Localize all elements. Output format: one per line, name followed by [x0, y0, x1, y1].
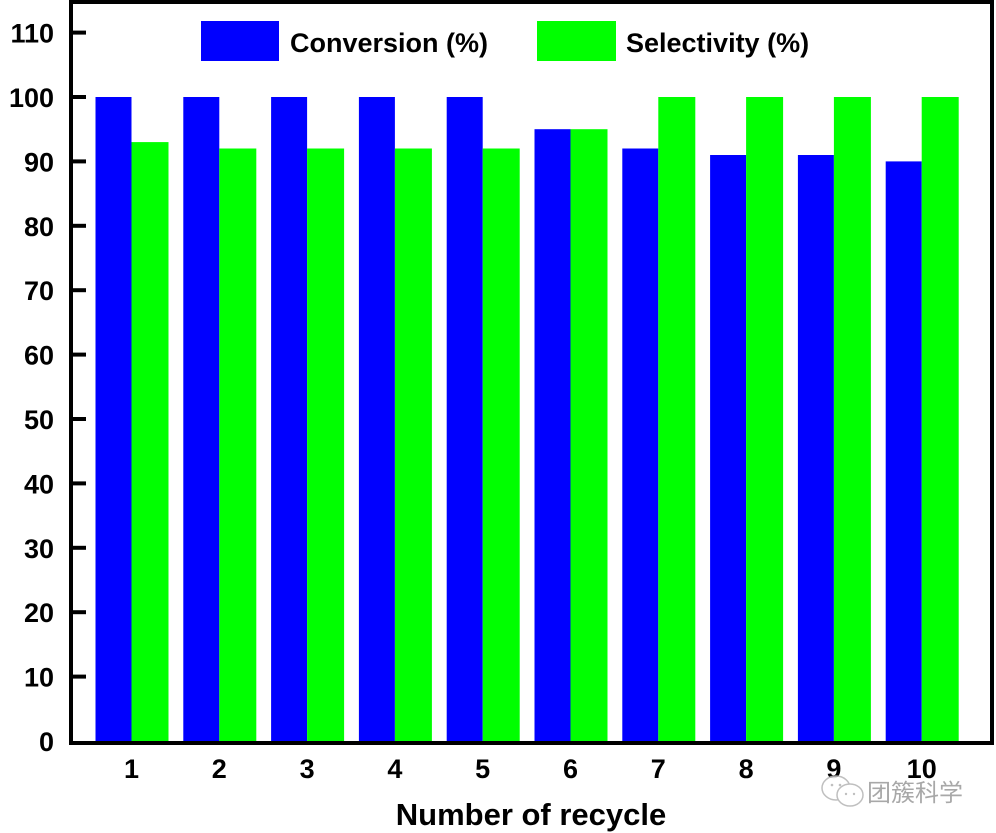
- wechat-chat-bubbles-icon: [821, 775, 864, 807]
- x-tick-label-3: 3: [300, 754, 315, 784]
- bar-conversion-1: [95, 97, 132, 742]
- plot-frame: [69, 0, 994, 745]
- bar-selectivity-3: [307, 148, 345, 742]
- legend-label-conversion: Conversion (%): [290, 28, 488, 58]
- bar-conversion-3: [271, 97, 308, 742]
- bars-layer: [95, 97, 959, 743]
- bar-selectivity-5: [482, 148, 520, 742]
- x-axis-tick-labels: 1 2 3 4 5 6 7 8 9 10: [124, 754, 937, 784]
- y-tick-label-80: 80: [24, 212, 54, 242]
- y-axis-ticks: 0 10 20 30 40 50 60 70 80 90 100 110: [9, 19, 86, 757]
- bar-conversion-2: [183, 97, 220, 742]
- bar-conversion-9: [797, 155, 834, 742]
- y-tick-label-0: 0: [39, 727, 54, 757]
- watermark-text: 团簇科学: [867, 779, 963, 807]
- bar-conversion-5: [446, 97, 483, 742]
- watermark: 团簇科学: [821, 775, 963, 807]
- bar-conversion-10: [885, 161, 922, 742]
- bar-conversion-4: [358, 97, 395, 742]
- legend-label-selectivity: Selectivity (%): [626, 28, 809, 58]
- y-tick-label-30: 30: [24, 534, 54, 564]
- x-axis-title: Number of recycle: [396, 797, 667, 832]
- bar-conversion-7: [622, 148, 659, 742]
- legend-swatch-conversion: [201, 21, 279, 61]
- x-tick-label-7: 7: [651, 754, 666, 784]
- y-tick-label-40: 40: [24, 469, 54, 499]
- bar-selectivity-2: [219, 148, 257, 742]
- y-tick-label-60: 60: [24, 341, 54, 371]
- bar-conversion-6: [534, 129, 571, 742]
- y-tick-label-10: 10: [24, 663, 54, 693]
- bar-selectivity-1: [131, 142, 169, 743]
- y-tick-label-110: 110: [10, 19, 54, 49]
- bar-selectivity-8: [746, 97, 784, 742]
- legend: Conversion (%) Selectivity (%): [201, 21, 809, 61]
- legend-swatch-selectivity: [537, 21, 616, 61]
- bar-selectivity-9: [833, 97, 871, 742]
- x-tick-label-4: 4: [387, 754, 402, 784]
- x-tick-label-1: 1: [124, 754, 139, 784]
- y-tick-label-20: 20: [24, 598, 54, 628]
- bar-conversion-8: [710, 155, 747, 742]
- y-tick-label-100: 100: [9, 83, 54, 113]
- x-tick-label-2: 2: [212, 754, 227, 784]
- bar-selectivity-6: [570, 129, 608, 742]
- x-tick-label-8: 8: [739, 754, 754, 784]
- bar-selectivity-7: [658, 97, 696, 742]
- y-tick-label-90: 90: [24, 147, 54, 177]
- x-tick-label-6: 6: [563, 754, 578, 784]
- y-tick-label-50: 50: [24, 405, 54, 435]
- y-tick-label-70: 70: [24, 276, 54, 306]
- bar-selectivity-10: [921, 97, 959, 742]
- x-tick-label-5: 5: [475, 754, 490, 784]
- bar-selectivity-4: [394, 148, 432, 742]
- x-tick-label-10: 10: [907, 754, 937, 784]
